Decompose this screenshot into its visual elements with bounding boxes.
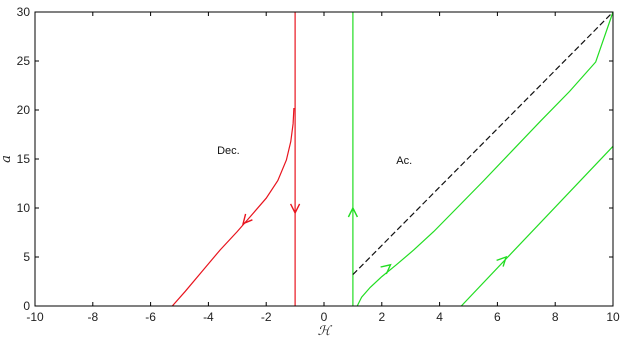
x-axis: -10 -8 -6 -4 -2 0 2 4 6 8 10 bbox=[26, 12, 620, 324]
x-tick-label: -10 bbox=[26, 310, 44, 324]
y-tick-label: 0 bbox=[23, 299, 30, 313]
annotation-label: Dec. bbox=[217, 145, 240, 157]
x-tick-label: -4 bbox=[203, 310, 214, 324]
y-tick-label: 30 bbox=[17, 5, 31, 19]
series-2-arrow-0 bbox=[347, 206, 359, 218]
y-tick-label: 5 bbox=[23, 250, 30, 264]
series-1-arrow-0 bbox=[289, 203, 301, 215]
x-tick-label: 6 bbox=[494, 310, 501, 324]
series-3-arrow-0 bbox=[380, 263, 392, 275]
y-tick-label: 25 bbox=[17, 54, 31, 68]
x-tick-label: 10 bbox=[606, 310, 620, 324]
plot-frame bbox=[34, 11, 614, 307]
series-4-arrow-0 bbox=[496, 255, 508, 267]
plot-annotations: Dec. Ac. bbox=[217, 145, 412, 167]
x-tick-label: 8 bbox=[552, 310, 559, 324]
y-tick-label: 15 bbox=[17, 152, 31, 166]
series-line-5 bbox=[352, 11, 614, 276]
plot-lines bbox=[171, 11, 614, 307]
series-line-3 bbox=[356, 11, 614, 307]
x-tick-label: 4 bbox=[436, 310, 443, 324]
plot-arrows bbox=[242, 203, 508, 275]
x-tick-label: 2 bbox=[378, 310, 385, 324]
y-tick-label: 10 bbox=[17, 201, 31, 215]
x-tick-label: -2 bbox=[261, 310, 272, 324]
y-axis: 0 5 10 15 20 25 30 bbox=[17, 5, 613, 313]
annotation-label: Ac. bbox=[396, 155, 412, 167]
series-line-0 bbox=[171, 107, 295, 307]
x-axis-label: ℋ bbox=[318, 324, 333, 337]
x-tick-label: 0 bbox=[321, 310, 328, 324]
y-tick-label: 20 bbox=[17, 103, 31, 117]
series-0-arrow-0 bbox=[242, 213, 253, 225]
x-tick-label: -8 bbox=[87, 310, 98, 324]
x-tick-label: -6 bbox=[145, 310, 156, 324]
series-line-4 bbox=[460, 145, 614, 307]
y-axis-label: a bbox=[0, 155, 14, 163]
